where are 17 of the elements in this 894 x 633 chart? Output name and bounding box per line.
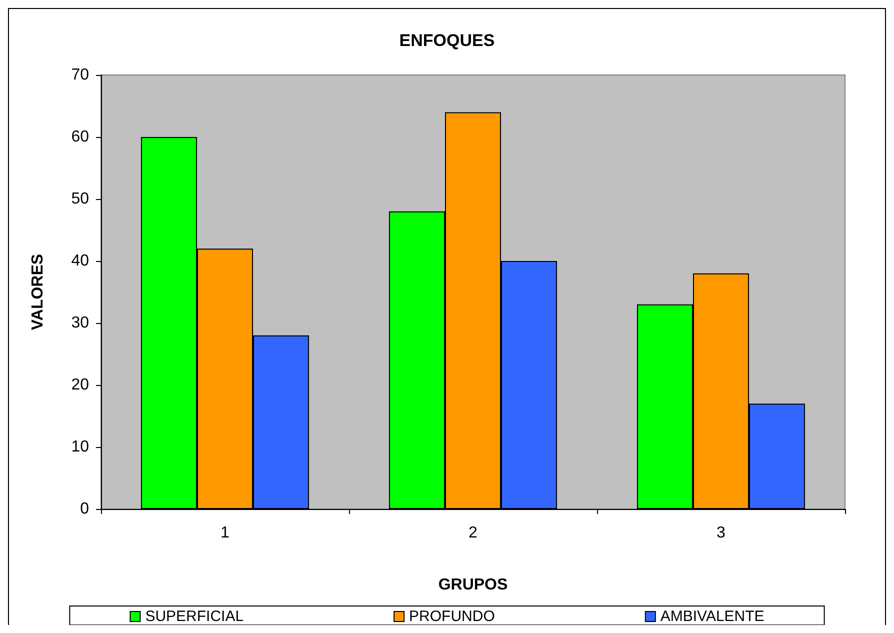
legend-label: AMBIVALENTE (660, 608, 764, 625)
x-tick-label: 3 (716, 524, 726, 542)
y-axis-title: VALORES (30, 254, 46, 330)
y-tick-label: 70 (71, 66, 90, 84)
y-tick-label: 20 (71, 376, 90, 394)
y-tick-label: 60 (71, 128, 90, 146)
x-axis-title: GRUPOS (438, 576, 508, 594)
y-tick-label: 40 (71, 252, 90, 270)
y-tick-label: 0 (80, 500, 90, 518)
y-tick-label: 50 (71, 190, 90, 208)
y-tick-label: 30 (71, 314, 90, 332)
x-tick-label: 2 (468, 524, 478, 542)
legend-label: SUPERFICIAL (145, 608, 244, 625)
x-tick-label: 1 (220, 524, 230, 542)
legend-label: PROFUNDO (409, 608, 495, 625)
chart-title: ENFOQUES (399, 31, 495, 50)
y-tick-label: 10 (71, 438, 90, 456)
